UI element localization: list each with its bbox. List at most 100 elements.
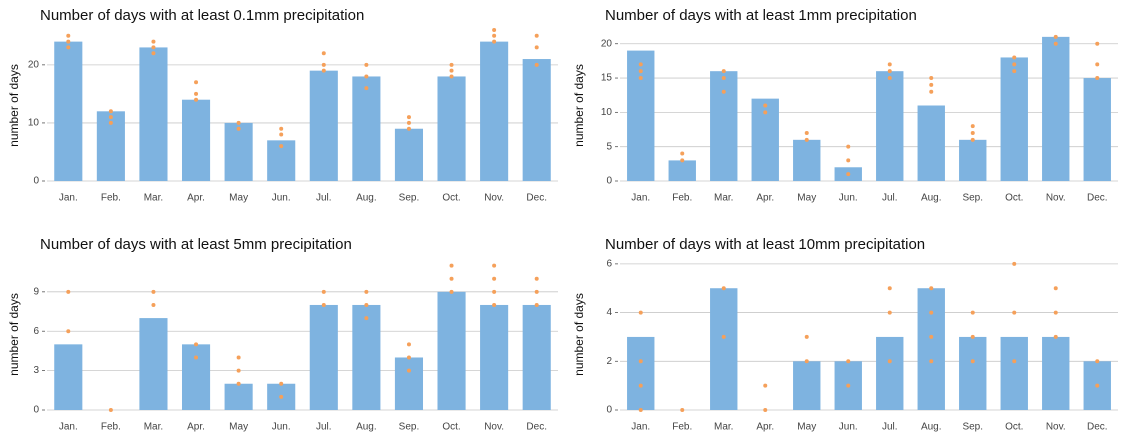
year-point <box>66 33 71 38</box>
y-tick-label: 20 <box>28 59 40 70</box>
year-point <box>449 263 454 268</box>
year-point <box>1053 334 1058 339</box>
year-point <box>236 126 241 131</box>
y-tick-label: 10 <box>28 118 40 129</box>
bar <box>480 304 509 410</box>
bar <box>352 76 381 181</box>
year-point <box>492 33 497 38</box>
year-point <box>321 302 326 307</box>
year-point <box>1012 261 1017 266</box>
x-tick-label: Jan. <box>59 422 78 433</box>
bar <box>876 71 904 181</box>
year-point <box>492 263 497 268</box>
x-tick-label: Jun. <box>839 422 858 433</box>
x-tick-label: Oct. <box>1005 422 1023 433</box>
year-point <box>406 120 411 125</box>
year-point <box>970 334 975 339</box>
year-point <box>1095 62 1100 67</box>
year-point <box>534 276 539 281</box>
year-point <box>929 82 934 87</box>
x-tick-label: Aug. <box>356 422 377 433</box>
y-axis-label: number of days <box>7 64 21 147</box>
y-tick-label: 0 <box>606 405 612 416</box>
chart-title: Number of days with at least 0.1mm preci… <box>40 7 364 24</box>
year-point <box>449 74 454 79</box>
year-point <box>887 62 892 67</box>
year-point <box>492 302 497 307</box>
chart-title: Number of days with at least 10mm precip… <box>605 236 925 253</box>
x-tick-label: Jun. <box>272 422 291 433</box>
bar <box>710 71 738 181</box>
x-tick-label: Mar. <box>144 422 163 433</box>
x-tick-label: Aug. <box>921 193 942 204</box>
year-point <box>364 62 369 67</box>
bar <box>917 105 945 181</box>
x-tick-label: May <box>797 422 816 433</box>
year-point <box>638 69 643 74</box>
year-point <box>108 408 113 412</box>
year-point <box>1053 286 1058 291</box>
year-point <box>970 310 975 315</box>
year-point <box>108 120 113 125</box>
year-point <box>680 408 685 412</box>
y-tick-label: 2 <box>606 356 612 367</box>
year-point <box>492 289 497 294</box>
year-point <box>970 137 975 142</box>
bar <box>793 361 821 410</box>
year-point <box>449 68 454 73</box>
chart-title: Number of days with at least 5mm precipi… <box>40 236 352 253</box>
bar <box>710 288 738 410</box>
year-point <box>534 302 539 307</box>
bar <box>793 139 821 181</box>
year-point <box>236 368 241 373</box>
y-tick-label: 0 <box>606 176 612 187</box>
year-point <box>279 394 284 399</box>
x-tick-label: Mar. <box>144 193 163 204</box>
x-tick-label: May <box>797 193 816 204</box>
year-point <box>534 45 539 50</box>
year-point <box>804 130 809 135</box>
x-tick-label: Apr. <box>756 422 774 433</box>
bar <box>139 318 168 410</box>
x-tick-label: Apr. <box>756 193 774 204</box>
year-point <box>364 74 369 79</box>
x-tick-label: Mar. <box>714 422 733 433</box>
bar <box>54 41 83 181</box>
x-tick-label: Sep. <box>962 422 983 433</box>
year-point <box>1053 310 1058 315</box>
y-tick-label: 6 <box>606 259 612 270</box>
bar <box>959 336 987 410</box>
y-tick-label: 15 <box>601 73 613 84</box>
year-point <box>638 383 643 388</box>
year-point <box>887 76 892 81</box>
y-tick-label: 6 <box>33 326 39 337</box>
year-point <box>1053 41 1058 46</box>
year-point <box>680 151 685 156</box>
year-point <box>449 289 454 294</box>
x-tick-label: Feb. <box>101 193 121 204</box>
year-point <box>680 158 685 163</box>
year-point <box>721 89 726 94</box>
year-point <box>721 69 726 74</box>
year-point <box>887 286 892 291</box>
year-point <box>406 115 411 120</box>
year-point <box>534 62 539 67</box>
year-point <box>929 89 934 94</box>
year-point <box>279 144 284 149</box>
y-tick-label: 10 <box>601 107 613 118</box>
year-point <box>194 97 199 102</box>
bar <box>627 336 655 410</box>
year-point <box>492 28 497 32</box>
y-tick-label: 4 <box>606 307 612 318</box>
year-point <box>534 289 539 294</box>
bar <box>959 139 987 181</box>
year-point <box>929 76 934 81</box>
x-tick-label: Jun. <box>839 193 858 204</box>
year-point <box>638 359 643 364</box>
year-point <box>887 310 892 315</box>
year-point <box>1095 76 1100 81</box>
x-tick-label: Aug. <box>356 193 377 204</box>
x-tick-label: Jul. <box>882 422 898 433</box>
year-point <box>721 76 726 81</box>
